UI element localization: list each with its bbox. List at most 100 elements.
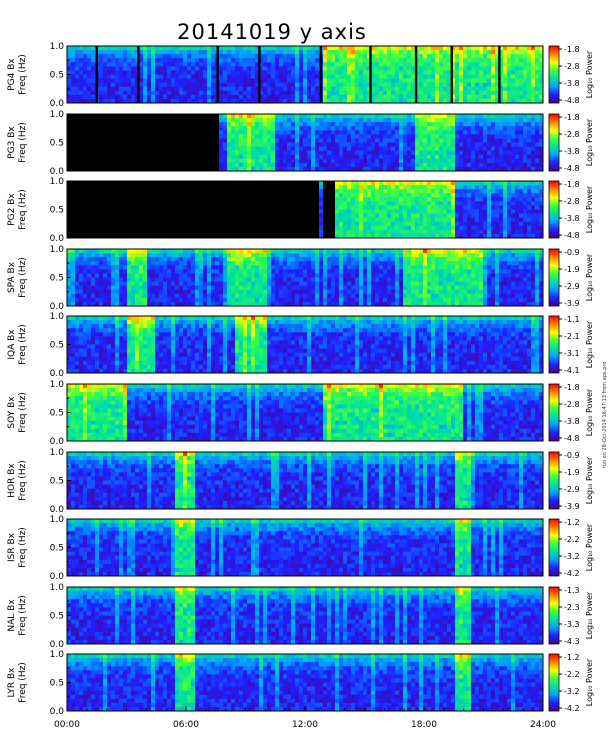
colorbar-tick-label: -4.2 — [564, 569, 580, 578]
spectrogram-pg3 — [67, 114, 544, 172]
panel-pg4: 0.0 0.5 1.0 PG4 Bx Freq (Hz) -1.8 -2.8 -3.8 -4.8… — [7, 42, 594, 109]
panel-hor: 0.0 0.5 1.0 HOR Bx Freq (Hz) -0.9 -1.9 -2.9 -3.9… — [7, 448, 594, 515]
panel-ylabel-freq: Freq (Hz) — [18, 595, 28, 636]
y-tick-label: 1.0 — [50, 448, 65, 458]
colorbar-tick-label: -2.8 — [564, 62, 580, 71]
panel-ylabel-station: SPA Bx — [7, 261, 17, 293]
colorbar-tick-label: -3.9 — [564, 502, 580, 511]
y-tick-label: 0.0 — [50, 234, 65, 244]
panel-ylabel-station: PG3 Bx — [7, 126, 17, 159]
spectrogram-hor — [67, 452, 544, 510]
colorbar-gradient — [548, 45, 560, 104]
y-tick-label: 0.0 — [50, 167, 65, 177]
colorbar-tick-label: -0.9 — [564, 451, 580, 460]
y-tick-label: 0.5 — [50, 679, 64, 689]
colorbar-tick-label: -2.3 — [564, 603, 580, 612]
panel-ylabel-freq: Freq (Hz) — [18, 122, 28, 163]
colorbar-tick-label: -0.9 — [564, 248, 580, 257]
spectrogram-spa — [67, 249, 544, 307]
panel-ylabel-station: IQA Bx — [7, 329, 17, 360]
panel-iqa: 0.0 0.5 1.0 IQA Bx Freq (Hz) -1.1 -2.1 -3.1 -4.1… — [7, 312, 594, 379]
colorbar-tick-label: -1.8 — [564, 113, 580, 122]
colorbar-tick-label: -4.3 — [564, 637, 580, 646]
data-gap-line — [216, 46, 219, 103]
colorbar-tick-label: -1.3 — [564, 586, 580, 595]
panel-ylabel-station: LYR Bx — [7, 667, 17, 698]
x-tick-label: 18:00 — [411, 720, 437, 730]
colorbar-tick-label: -4.8 — [564, 434, 580, 443]
colorbar-tick-label: -1.8 — [564, 180, 580, 189]
colorbar-label: Log₁₀ Power — [585, 320, 594, 368]
colorbar-label: Log₁₀ Power — [585, 658, 594, 706]
panel-pg3: 0.0 0.5 1.0 PG3 Bx Freq (Hz) -1.8 -2.8 -3.8 -4.8… — [7, 110, 594, 177]
panel-ylabel-freq: Freq (Hz) — [18, 662, 28, 703]
data-gap-line — [258, 46, 261, 103]
panel-soy: 0.0 0.5 1.0 SOY Bx Freq (Hz) -1.8 -2.8 -3.8 -4.8… — [7, 380, 594, 447]
panel-ylabel-freq: Freq (Hz) — [18, 392, 28, 433]
colorbar-tick-label: -1.8 — [564, 383, 580, 392]
colorbar-gradient — [548, 586, 560, 645]
colorbar-tick-label: -3.2 — [564, 552, 580, 561]
colorbar-tick-label: -2.9 — [564, 485, 580, 494]
colorbar-tick-label: -3.2 — [564, 687, 580, 696]
colorbar-tick-label: -2.2 — [564, 670, 580, 679]
colorbar-gradient — [548, 315, 560, 374]
spectrogram-isr — [67, 519, 544, 577]
panel-ylabel-station: PG4 Bx — [7, 58, 17, 91]
panel-ylabel-freq: Freq (Hz) — [18, 54, 28, 95]
panel-ylabel-station: NAL Bx — [7, 599, 17, 632]
colorbar-tick-label: -3.1 — [564, 349, 580, 358]
colorbar-tick-label: -4.2 — [564, 704, 580, 713]
y-tick-label: 0.5 — [50, 206, 64, 216]
colorbar-tick-label: -2.9 — [564, 282, 580, 291]
colorbar-tick-label: -2.8 — [564, 400, 580, 409]
colorbar-label: Log₁₀ Power — [585, 50, 594, 98]
x-tick-label: 00:00 — [54, 720, 80, 730]
panel-ylabel-freq: Freq (Hz) — [18, 460, 28, 501]
y-tick-label: 0.5 — [50, 544, 64, 554]
y-tick-label: 0.5 — [50, 274, 64, 284]
y-tick-label: 1.0 — [50, 177, 65, 187]
y-tick-label: 0.5 — [50, 477, 64, 487]
colorbar-gradient — [548, 451, 560, 510]
colorbar-tick-label: -2.8 — [564, 197, 580, 206]
y-tick-label: 0.5 — [50, 612, 64, 622]
colorbar-pg2: -1.8 -2.8 -3.8 -4.8 Log₁₀ Power — [548, 180, 594, 240]
figure-title: 20141019 y axis — [177, 20, 367, 44]
colorbar-spa: -0.9 -1.9 -2.9 -3.9 Log₁₀ Power — [548, 248, 594, 308]
run-note: run on 28-Oct-2014 16:47:13 from aps.pro — [602, 362, 608, 469]
panel-nal: 0.0 0.5 1.0 NAL Bx Freq (Hz) -1.3 -2.3 -3.3 -4.3… — [7, 583, 594, 650]
colorbar-iqa: -1.1 -2.1 -3.1 -4.1 Log₁₀ Power — [548, 315, 594, 375]
colorbar-hor: -0.9 -1.9 -2.9 -3.9 Log₁₀ Power — [548, 451, 594, 511]
data-gap-line — [450, 46, 453, 103]
colorbar-gradient — [548, 180, 560, 239]
y-tick-label: 1.0 — [50, 245, 65, 255]
panel-ylabel-station: SOY Bx — [7, 396, 17, 429]
colorbar-soy: -1.8 -2.8 -3.8 -4.8 Log₁₀ Power — [548, 383, 594, 443]
colorbar-label: Log₁₀ Power — [585, 253, 594, 301]
colorbar-tick-label: -1.2 — [564, 653, 580, 662]
spectrogram-lyr — [67, 654, 544, 712]
panel-isr: 0.0 0.5 1.0 ISR Bx Freq (Hz) -1.2 -2.2 -3.2 -4.2… — [7, 515, 594, 582]
y-tick-label: 1.0 — [50, 380, 65, 390]
y-tick-label: 1.0 — [50, 110, 65, 120]
spectrogram-pg2 — [67, 181, 544, 239]
colorbar-tick-label: -1.9 — [564, 468, 580, 477]
colorbar-nal: -1.3 -2.3 -3.3 -4.3 Log₁₀ Power — [548, 586, 594, 646]
y-tick-label: 1.0 — [50, 515, 65, 525]
spectrogram-nal — [67, 587, 544, 645]
x-tick-label: 12:00 — [292, 720, 318, 730]
colorbar-tick-label: -4.8 — [564, 231, 580, 240]
y-tick-label: 0.0 — [50, 437, 65, 447]
colorbar-lyr: -1.2 -2.2 -3.2 -4.2 Log₁₀ Power — [548, 653, 594, 713]
panel-ylabel-station: HOR Bx — [7, 463, 17, 498]
colorbar-label: Log₁₀ Power — [585, 118, 594, 166]
colorbar-gradient — [548, 383, 560, 442]
y-tick-label: 0.0 — [50, 99, 65, 109]
data-gap-line — [369, 46, 372, 103]
y-tick-label: 0.5 — [50, 409, 64, 419]
colorbar-tick-label: -3.8 — [564, 417, 580, 426]
colorbar-tick-label: -3.8 — [564, 79, 580, 88]
y-tick-label: 1.0 — [50, 312, 65, 322]
y-tick-label: 0.5 — [50, 71, 64, 81]
